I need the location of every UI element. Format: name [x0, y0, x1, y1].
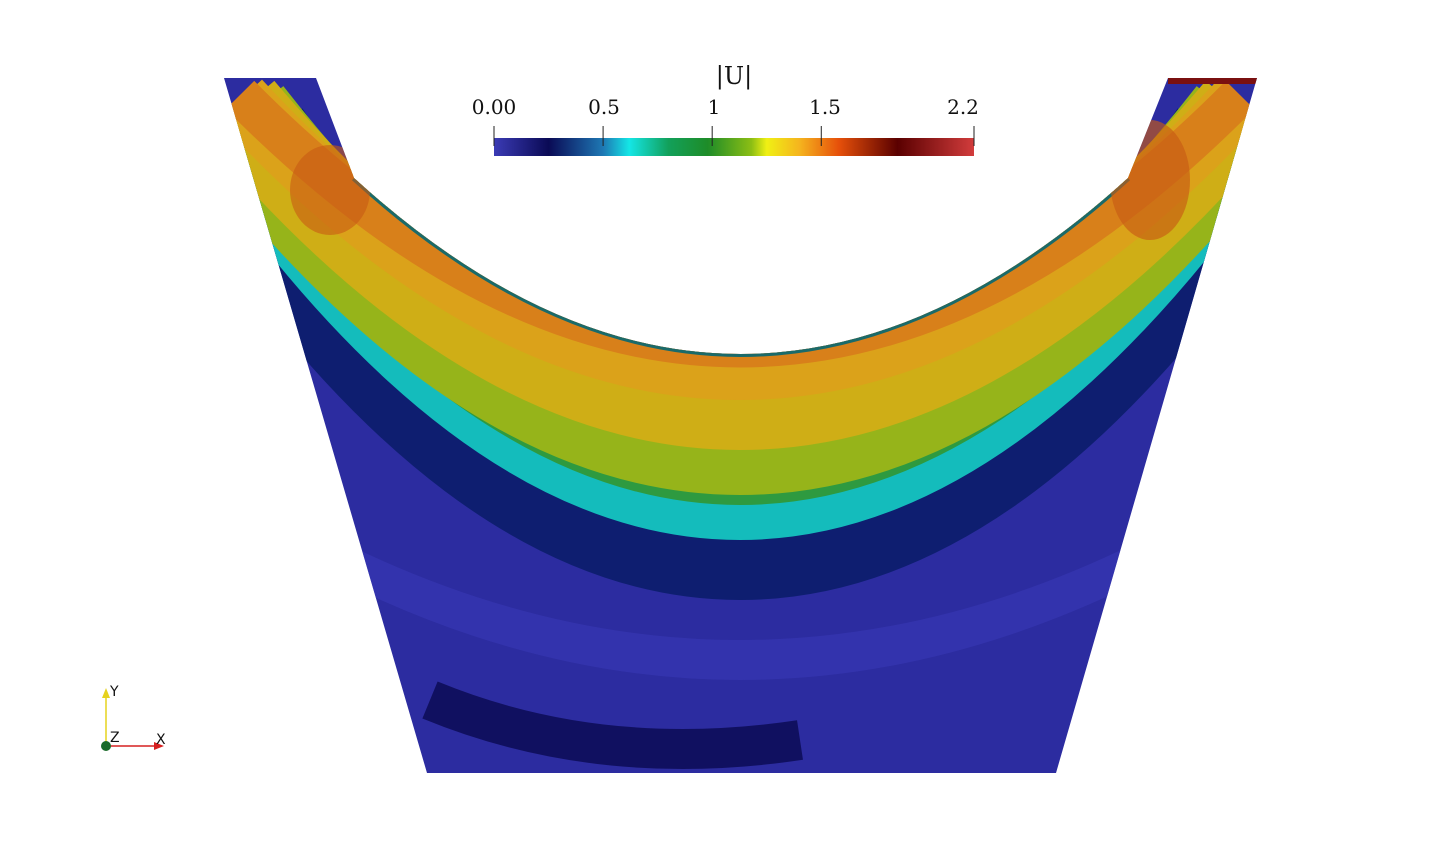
y-axis-label: Y — [110, 684, 119, 700]
colorbar-ticks — [493, 126, 975, 146]
right-inlet-peak — [1168, 78, 1257, 84]
y-axis-arrow — [102, 688, 110, 698]
z-axis-dot — [101, 741, 111, 751]
x-axis-arrow — [154, 742, 164, 750]
colorbar-gradient — [494, 138, 974, 156]
colorbar-tick-label: 1.5 — [809, 95, 841, 119]
left-hot-spot — [290, 145, 370, 235]
low-velocity-streak — [300, 520, 1180, 680]
orientation-axes — [101, 688, 164, 751]
colorbar-tick-label: 0.5 — [588, 95, 620, 119]
colorbar-title: |U| — [715, 62, 753, 90]
z-axis-label: Z — [110, 730, 120, 746]
colorbar — [493, 126, 975, 156]
colorbar-tick-label: 2.2 — [947, 95, 979, 119]
right-hot-spot — [1110, 120, 1190, 240]
x-axis-label: X — [156, 732, 166, 748]
colorbar-tick-label: 1 — [707, 95, 721, 119]
colorbar-tick-label: 0.00 — [471, 95, 517, 119]
dark-wake — [422, 681, 803, 769]
flow-domain — [224, 78, 1257, 773]
